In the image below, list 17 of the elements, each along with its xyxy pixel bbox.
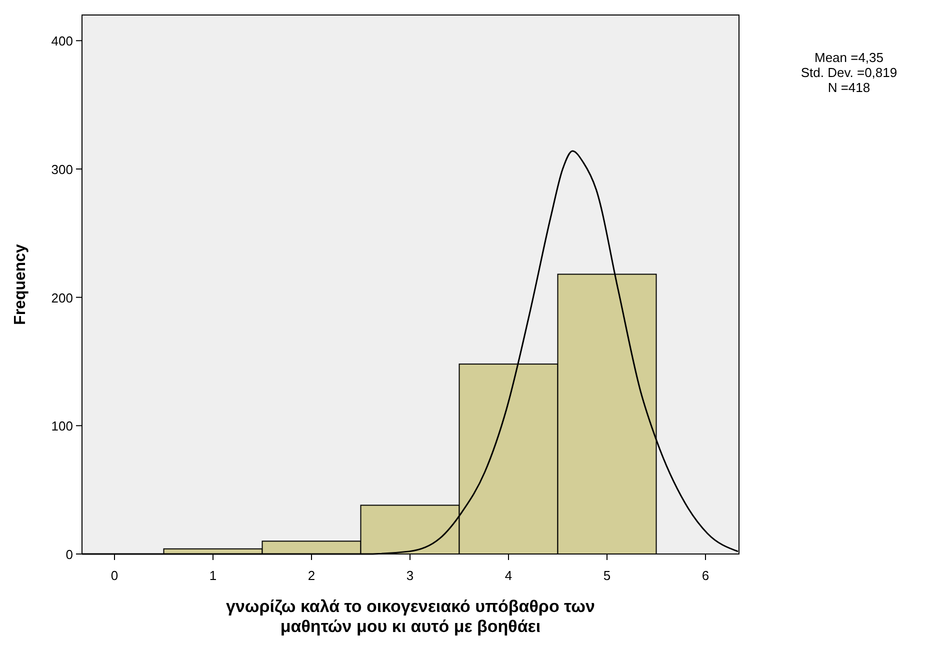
y-tick-label: 200 <box>51 290 73 306</box>
x-tick-label: 3 <box>406 568 414 583</box>
y-axis-title: Frequency <box>12 244 29 325</box>
y-tick-label: 400 <box>51 34 73 49</box>
x-axis-title: γνωρίζω καλά το οικογενειακό υπόβαθρο των μαθητών μου κι αυτό με βοηθάει <box>226 597 595 636</box>
x-tick-label: 2 <box>308 568 316 583</box>
x-tick-label: 4 <box>504 568 512 583</box>
text: N =418 <box>828 80 870 95</box>
x-tick-label: 0 <box>110 568 118 583</box>
x-tick-label: 1 <box>209 568 217 583</box>
y-tick-label: 100 <box>51 418 73 434</box>
y-tick-label: 300 <box>51 162 73 177</box>
x-tick-label: 6 <box>702 568 710 583</box>
y-tick-label: 0 <box>66 547 73 562</box>
x-tick-label: 5 <box>603 568 611 583</box>
text: Mean =4,35 <box>814 50 884 65</box>
text: Std. Dev. =0,819 <box>800 65 898 80</box>
